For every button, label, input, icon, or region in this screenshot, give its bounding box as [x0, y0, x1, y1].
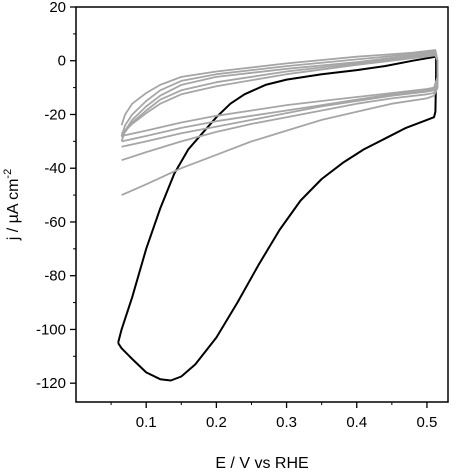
x-tick-label: 0.1 — [136, 414, 157, 431]
x-tick-label: 0.3 — [276, 414, 297, 431]
x-tick-label: 0.2 — [206, 414, 227, 431]
x-axis-title: E / V vs RHE — [215, 455, 308, 472]
y-tick-label: 0 — [58, 53, 66, 70]
y-tick-label: -100 — [36, 321, 66, 338]
y-tick-label: -120 — [36, 375, 66, 392]
y-axis: 20 0 -20 -40 -60 -80 -100 -120 — [36, 0, 76, 392]
plot-frame — [75, 6, 449, 403]
y-tick-label: -20 — [44, 106, 66, 123]
cv-curve-6 — [121, 54, 439, 137]
y-tick-label: -60 — [44, 214, 66, 231]
y-tick-label: 20 — [49, 0, 66, 16]
y-tick-label: -80 — [44, 268, 66, 285]
x-axis: 0.1 0.2 0.3 0.4 0.5 — [110, 402, 438, 431]
y-axis-title-superscript: -2 — [2, 169, 14, 179]
x-tick-label: 0.4 — [346, 414, 367, 431]
cv-curve-1 — [117, 55, 438, 382]
y-axis-title-main: j / µA cm — [5, 179, 22, 242]
y-tick-label: -40 — [44, 160, 66, 177]
series-layer — [117, 49, 439, 382]
y-axis-title: j / µA cm-2 — [2, 169, 22, 241]
x-tick-label: 0.5 — [417, 414, 438, 431]
